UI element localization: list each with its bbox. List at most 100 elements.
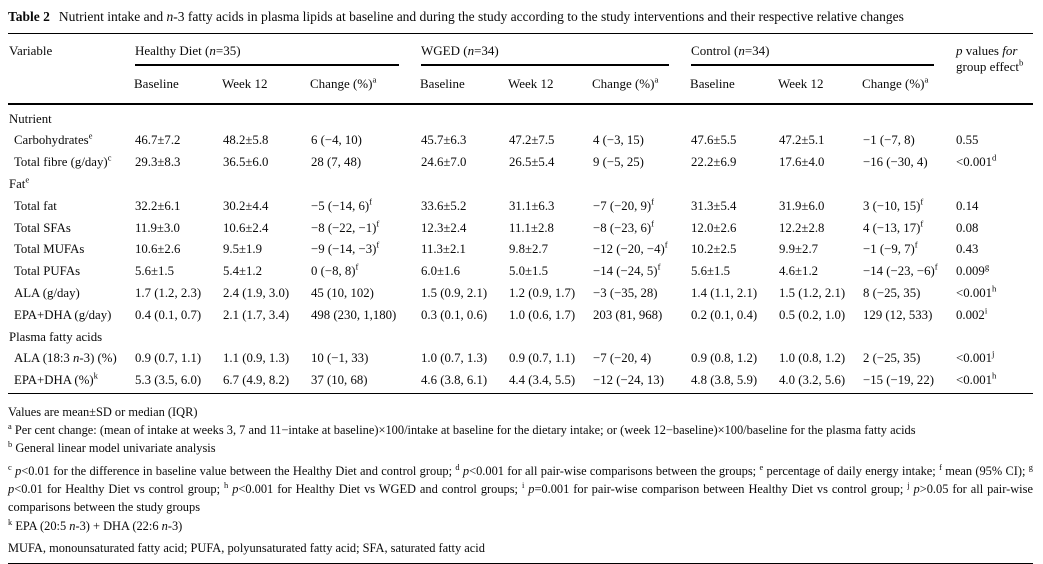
table-caption: Table 2 Nutrient intake and n-3 fatty aci… <box>8 8 1033 26</box>
table-cell: 4 (−13, 17)f <box>863 218 924 235</box>
table-cell: 0.2 (0.1, 0.4) <box>691 307 758 322</box>
table-cell: 1.5 (1.2, 2.1) <box>779 285 846 300</box>
table-cell: 498 (230, 1,180) <box>311 307 397 322</box>
table-cell: 1.0 (0.6, 1.7) <box>509 307 576 322</box>
row-label: EPA+DHA (g/day) <box>14 307 112 322</box>
footnote-a: a Per cent change: (mean of intake at we… <box>8 421 916 438</box>
subheader-control-baseline: Baseline <box>690 66 779 105</box>
table-cell: −12 (−24, 13) <box>593 373 664 388</box>
row-label: Total MUFAs <box>14 242 85 257</box>
column-header-p-values: p values for group effectb <box>955 34 1034 105</box>
table-cell: 33.6±5.2 <box>421 198 467 213</box>
table-header: Variable Healthy Diet (n=35) WGED (n=34)… <box>8 34 1034 105</box>
caption-divider-rule <box>8 33 1033 35</box>
table-cell <box>592 174 690 196</box>
table-cell: 31.1±6.3 <box>509 198 555 213</box>
row-label: Carbohydratese <box>14 131 93 148</box>
table-cell <box>222 174 310 196</box>
group-label-wged: WGED (n=34) <box>421 43 499 59</box>
table-cell: 2.1 (1.7, 3.4) <box>223 307 290 322</box>
group-underline <box>135 64 400 66</box>
table-cell: 9.5±1.9 <box>223 242 263 257</box>
table-row: ALA (g/day) 1.7 (1.2, 2.3) 2.4 (1.9, 3.0) 4… <box>8 283 1033 305</box>
table-cell: 0.9 (0.8, 1.2) <box>691 351 758 366</box>
section-row: Nutrient <box>8 104 1033 131</box>
subheader-control-change: Change (%)a <box>862 66 956 105</box>
table-cell: 4.4 (3.4, 5.5) <box>509 373 576 388</box>
table-cell: −16 (−30, 4) <box>863 155 928 170</box>
table-cell: 1.1 (0.9, 1.3) <box>223 351 290 366</box>
nutrient-intake-table: Variable Healthy Diet (n=35) WGED (n=34)… <box>8 34 1034 392</box>
subheader-control-week12: Week 12 <box>778 66 863 105</box>
table-cell: −8 (−23, 6)f <box>593 218 655 235</box>
table-cell: 2.4 (1.9, 3.0) <box>223 285 290 300</box>
table-cell: 0.5 (0.2, 1.0) <box>779 307 846 322</box>
table-cell: 6 (−4, 10) <box>311 133 362 148</box>
row-label: Total SFAs <box>14 220 71 235</box>
table-cell <box>508 174 592 196</box>
table-caption-text: Nutrient intake and n-3 fatty acids in p… <box>58 9 904 24</box>
subheader-wged-change: Change (%)a <box>592 66 691 105</box>
table-cell: 31.9±6.0 <box>779 198 825 213</box>
paper-table-figure: Table 2 Nutrient intake and n-3 fatty aci… <box>8 8 1034 564</box>
table-cell: −7 (−20, 9)f <box>593 196 655 213</box>
table-cell <box>955 174 1033 196</box>
body-footnote-divider-rule <box>8 392 1033 395</box>
table-cell: 1.5 (0.9, 2.1) <box>421 285 488 300</box>
table-cell: 12.3±2.4 <box>421 220 467 235</box>
table-cell: 11.3±2.1 <box>421 242 466 257</box>
group-underline <box>421 64 670 66</box>
table-cell: 0.4 (0.1, 0.7) <box>135 307 202 322</box>
table-cell: 29.3±8.3 <box>135 155 181 170</box>
table-cell: 47.6±5.5 <box>691 133 737 148</box>
table-cell <box>310 174 420 196</box>
table-cell: 46.7±7.2 <box>135 133 181 148</box>
table-cell: −8 (−22, −1)f <box>311 218 380 235</box>
table-cell <box>222 327 310 349</box>
table-cell <box>134 174 222 196</box>
table-cell <box>222 104 310 131</box>
table-cell: −1 (−7, 8) <box>863 133 915 148</box>
table-cell <box>134 327 222 349</box>
group-label-control: Control (n=34) <box>691 43 770 59</box>
table-cell <box>508 327 592 349</box>
footnote-c-to-j: c p<0.01 for the difference in baseline … <box>8 462 1033 515</box>
table-cell <box>690 327 778 349</box>
table-cell: <0.001h <box>956 283 997 300</box>
table-cell: −3 (−35, 28) <box>593 285 658 300</box>
table-cell <box>420 327 508 349</box>
table-cell <box>592 327 690 349</box>
table-row: Total SFAs 11.9±3.0 10.6±2.4 −8 (−22, −1)f 1… <box>8 218 1033 240</box>
table-row: Total PUFAs 5.6±1.5 5.4±1.2 0 (−8, 8)f 6.0±1… <box>8 261 1033 283</box>
table-cell: −5 (−14, 6)f <box>311 196 373 213</box>
table-cell: 0.14 <box>956 198 979 213</box>
table-cell: 17.6±4.0 <box>779 155 825 170</box>
table-cell: 37 (10, 68) <box>311 373 368 388</box>
row-label: ALA (g/day) <box>14 285 80 300</box>
table-cell: 4 (−3, 15) <box>593 133 644 148</box>
table-row: Total fibre (g/day)c 29.3±8.3 36.5±6.0 28 (… <box>8 152 1033 174</box>
table-cell: 0.55 <box>956 133 979 148</box>
table-cell: 9 (−5, 25) <box>593 155 644 170</box>
table-cell <box>420 104 508 131</box>
table-row: Total MUFAs 10.6±2.6 9.5±1.9 −9 (−14, −3)f 1… <box>8 239 1033 261</box>
table-cell: 4.6±1.2 <box>779 264 819 279</box>
table-cell: 0.002i <box>956 305 988 322</box>
group-header-row: Variable Healthy Diet (n=35) WGED (n=34)… <box>8 34 1034 105</box>
table-cell: 0.3 (0.1, 0.6) <box>421 307 488 322</box>
subheader-hd-week12: Week 12 <box>222 66 310 105</box>
table-cell: 3 (−10, 15)f <box>863 196 924 213</box>
table-cell: 0.43 <box>956 242 979 257</box>
table-cell: 10 (−1, 33) <box>311 351 369 366</box>
table-cell: −14 (−23, −6)f <box>863 261 938 279</box>
table-body: Nutrient Carbohydratese 46.7±7.2 48.2±5.8 6 … <box>8 104 1033 392</box>
table-cell: 8 (−25, 35) <box>863 285 921 300</box>
table-cell: <0.001d <box>956 152 997 170</box>
row-label: Total PUFAs <box>14 264 81 279</box>
footnote-abbreviations: MUFA, monounsaturated fatty acid; PUFA, … <box>8 541 485 556</box>
table-cell: 6.0±1.6 <box>421 264 461 279</box>
table-cell <box>508 104 592 131</box>
group-header-control: Control (n=34) <box>690 34 955 66</box>
row-label: EPA+DHA (%)k <box>14 370 98 388</box>
table-cell: 45 (10, 102) <box>311 285 374 300</box>
